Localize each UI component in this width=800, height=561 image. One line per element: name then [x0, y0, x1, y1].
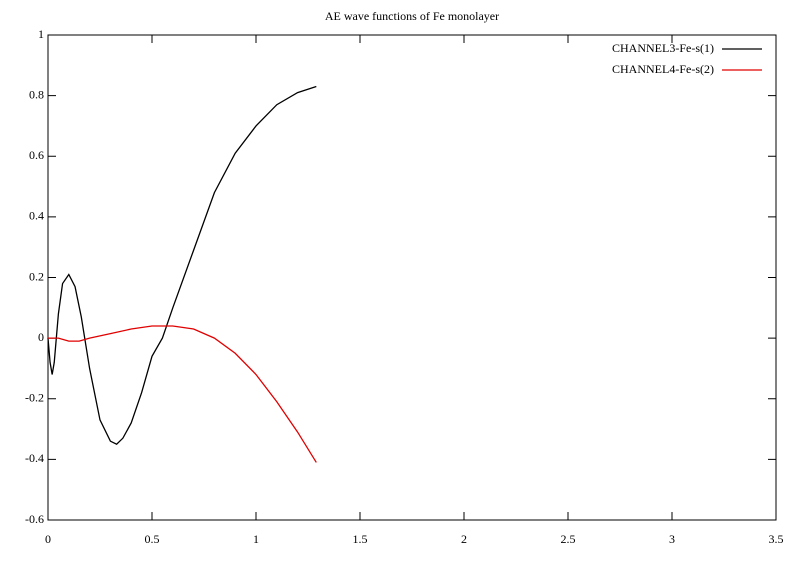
- y-tick-label: 0.2: [29, 269, 44, 283]
- x-tick-label: 3: [669, 532, 675, 546]
- x-tick-label: 3.5: [769, 532, 784, 546]
- y-tick-label: -0.4: [25, 451, 44, 465]
- x-tick-label: 0.5: [145, 532, 160, 546]
- legend-label: CHANNEL3-Fe-s(1): [612, 41, 714, 55]
- y-tick-label: 0.8: [29, 87, 44, 101]
- y-tick-label: 0: [38, 330, 44, 344]
- x-tick-label: 2: [461, 532, 467, 546]
- y-tick-label: 0.6: [29, 148, 44, 162]
- series-line: [48, 325, 317, 463]
- chart-title: AE wave functions of Fe monolayer: [325, 9, 499, 23]
- y-tick-label: -0.6: [25, 512, 44, 526]
- x-tick-label: 2.5: [561, 532, 576, 546]
- plot-border: [47, 34, 777, 521]
- y-tick-label: -0.2: [25, 391, 44, 405]
- y-tick-label: 1: [38, 27, 44, 41]
- x-tick-label: 1: [253, 532, 259, 546]
- series-line: [47, 85, 317, 446]
- x-tick-label: 1.5: [353, 532, 368, 546]
- x-tick-label: 0: [45, 532, 51, 546]
- legend-label: CHANNEL4-Fe-s(2): [612, 62, 714, 76]
- y-tick-label: 0.4: [29, 209, 44, 223]
